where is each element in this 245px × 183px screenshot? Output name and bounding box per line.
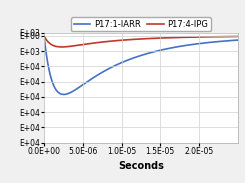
Line: P17:4-IPG: P17:4-IPG — [44, 36, 238, 47]
P17:4-IPG — [155, 37, 158, 39]
P17:1-IARR — [160, 49, 163, 51]
P17:4-IPG — [160, 37, 163, 39]
P17:4-IPG — [209, 36, 212, 38]
P17:1-IARR — [54, 89, 57, 91]
X-axis label: Seconds: Seconds — [118, 161, 164, 171]
P17:1-IARR — [236, 39, 239, 41]
P17:4-IPG — [166, 37, 169, 39]
P17:4-IPG — [43, 35, 46, 37]
P17:4-IPG — [190, 36, 193, 38]
P17:1-IARR — [190, 44, 193, 46]
P17:4-IPG — [60, 46, 63, 48]
P17:1-IARR — [43, 35, 46, 37]
P17:1-IARR — [166, 48, 169, 50]
P17:1-IARR — [62, 93, 65, 96]
P17:4-IPG — [54, 45, 57, 47]
Line: P17:1-IARR: P17:1-IARR — [44, 36, 238, 94]
P17:1-IARR — [209, 41, 212, 43]
P17:1-IARR — [155, 50, 158, 52]
Legend: P17:1-IARR, P17:4-IPG: P17:1-IARR, P17:4-IPG — [71, 17, 210, 31]
P17:4-IPG — [236, 35, 239, 38]
